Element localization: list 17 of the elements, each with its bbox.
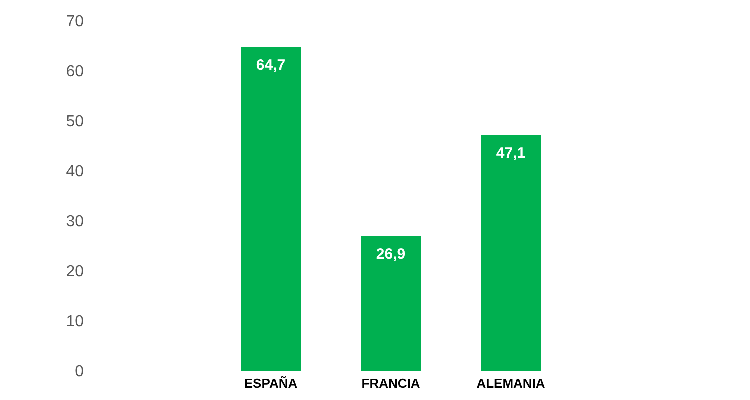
x-tick-label: ESPAÑA (244, 376, 298, 392)
bar (241, 48, 301, 371)
data-label: 47,1 (496, 145, 526, 162)
x-tick-label: FRANCIA (362, 376, 421, 392)
x-tick-label: ALEMANIA (476, 376, 546, 392)
y-tick-label: 40 (66, 164, 84, 181)
y-tick-label: 20 (66, 264, 84, 281)
y-tick-label: 30 (66, 214, 84, 231)
bar (361, 236, 421, 371)
y-tick-label: 0 (75, 364, 84, 381)
y-tick-label: 60 (66, 64, 84, 81)
data-label: 64,7 (256, 57, 286, 74)
bar (481, 136, 541, 371)
y-tick-label: 50 (66, 114, 84, 131)
data-label: 26,9 (376, 246, 406, 264)
y-tick-label: 10 (66, 314, 84, 331)
y-tick-label: 70 (66, 14, 84, 31)
